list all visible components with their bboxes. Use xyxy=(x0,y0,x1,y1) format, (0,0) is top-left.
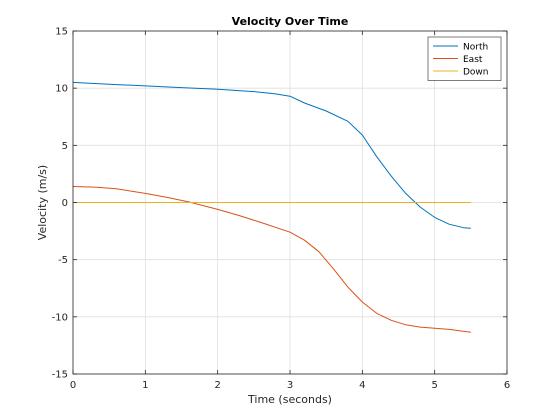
x-tick-label: 2 xyxy=(214,380,220,391)
y-tick-label: -5 xyxy=(58,255,68,266)
series-line-north xyxy=(72,81,471,229)
x-tick-label: 3 xyxy=(287,380,293,391)
axis-ticks: 0 1 2 3 4 5 6 -15 -10 -5 0 5 10 15 xyxy=(52,27,511,392)
x-axis-label: Time (seconds) xyxy=(247,393,332,406)
x-tick-label: 0 xyxy=(70,380,76,391)
x-tick-label: 5 xyxy=(431,380,437,391)
legend-label-down: Down xyxy=(463,68,489,78)
y-axis-label: Velocity (m/s) xyxy=(36,165,49,240)
y-tick-label: 10 xyxy=(55,84,68,95)
y-tick-label: 15 xyxy=(55,27,68,38)
series-line-east xyxy=(72,186,471,333)
x-tick-label: 6 xyxy=(504,380,510,391)
y-tick-label: -15 xyxy=(52,370,68,381)
x-tick-label: 1 xyxy=(142,380,148,391)
y-tick-label: -10 xyxy=(52,312,68,323)
y-tick-label: 0 xyxy=(62,198,68,209)
y-tick-label: 5 xyxy=(62,141,68,152)
series-layer xyxy=(72,81,471,333)
chart-title: Velocity Over Time xyxy=(232,15,349,28)
legend-label-east: East xyxy=(463,55,483,65)
legend-label-north: North xyxy=(463,43,488,53)
legend: North East Down xyxy=(427,36,502,81)
x-tick-label: 4 xyxy=(359,380,365,391)
